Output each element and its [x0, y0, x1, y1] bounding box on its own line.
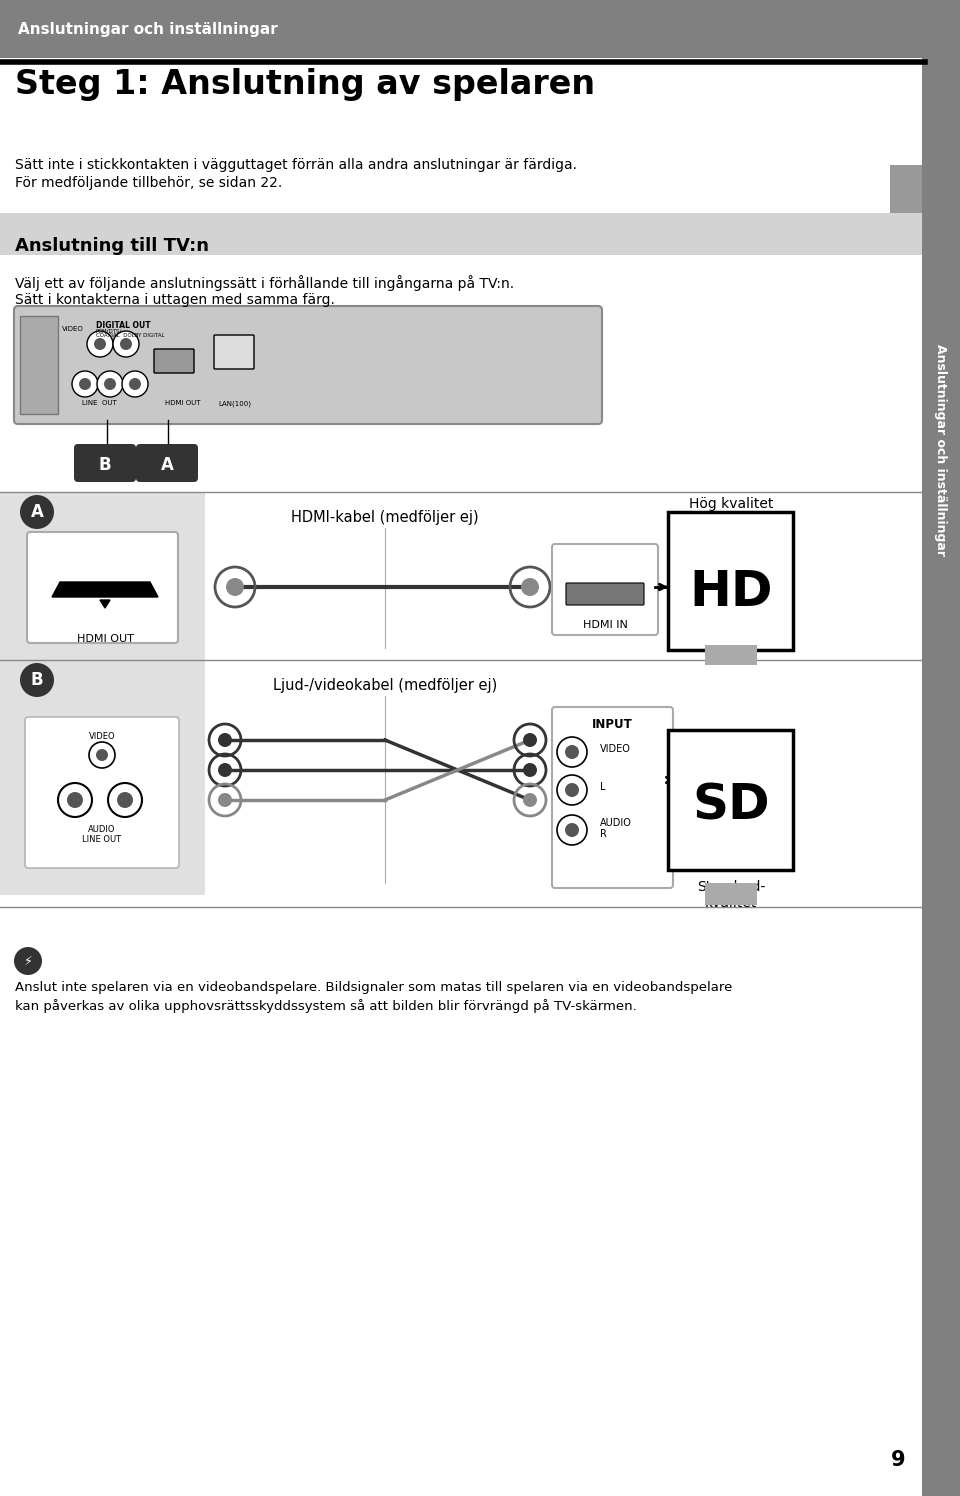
FancyBboxPatch shape [74, 444, 136, 482]
Text: Sätt inte i stickkontakten i vägguttaget förrän alla andra anslutningar är färdi: Sätt inte i stickkontakten i vägguttaget… [15, 159, 577, 172]
Circle shape [108, 782, 142, 817]
FancyBboxPatch shape [566, 583, 644, 604]
Circle shape [79, 378, 91, 390]
FancyBboxPatch shape [0, 0, 925, 58]
Text: HDMI OUT: HDMI OUT [77, 634, 133, 643]
Circle shape [72, 371, 98, 396]
Circle shape [58, 782, 92, 817]
FancyBboxPatch shape [668, 512, 793, 649]
Text: HDMI-kabel (medföljer ej): HDMI-kabel (medföljer ej) [291, 510, 479, 525]
Text: Steg 1: Anslutning av spelaren: Steg 1: Anslutning av spelaren [15, 67, 595, 102]
Circle shape [129, 378, 141, 390]
Text: LINE OUT: LINE OUT [83, 835, 122, 844]
FancyBboxPatch shape [0, 492, 205, 660]
Circle shape [218, 733, 232, 747]
Circle shape [557, 738, 587, 767]
Text: ⚡: ⚡ [24, 954, 33, 968]
Circle shape [557, 775, 587, 805]
Circle shape [521, 577, 539, 595]
Circle shape [523, 733, 537, 747]
Text: Ljud-/videokabel (medföljer ej): Ljud-/videokabel (medföljer ej) [273, 678, 497, 693]
Text: VIDEO: VIDEO [62, 326, 84, 332]
Text: R: R [600, 829, 607, 839]
FancyBboxPatch shape [0, 212, 922, 254]
FancyBboxPatch shape [14, 307, 602, 423]
Text: L: L [600, 782, 606, 791]
Circle shape [89, 742, 115, 767]
FancyBboxPatch shape [27, 533, 178, 643]
FancyBboxPatch shape [705, 645, 757, 666]
FancyBboxPatch shape [20, 316, 58, 414]
Text: AUDIO: AUDIO [600, 818, 632, 827]
Text: Sätt i kontakterna i uttagen med samma färg.: Sätt i kontakterna i uttagen med samma f… [15, 293, 335, 307]
Circle shape [104, 378, 116, 390]
Circle shape [67, 791, 83, 808]
Text: HDMI IN: HDMI IN [583, 619, 628, 630]
Circle shape [96, 749, 108, 761]
Text: AUDIO: AUDIO [88, 824, 116, 833]
Polygon shape [52, 582, 158, 597]
Circle shape [20, 663, 54, 697]
Circle shape [94, 338, 106, 350]
Text: Standard-
kvalitet: Standard- kvalitet [697, 880, 765, 910]
Text: Välj ett av följande anslutningssätt i förhållande till ingångarna på TV:n.: Välj ett av följande anslutningssätt i f… [15, 275, 515, 290]
Text: INPUT: INPUT [591, 718, 633, 732]
Text: HDMI OUT: HDMI OUT [165, 399, 201, 405]
Text: LAN(100): LAN(100) [218, 399, 251, 407]
FancyBboxPatch shape [922, 0, 960, 1496]
Text: Anslutning till TV:n: Anslutning till TV:n [15, 236, 209, 254]
FancyBboxPatch shape [668, 730, 793, 871]
Circle shape [87, 331, 113, 358]
Text: A: A [31, 503, 43, 521]
Circle shape [523, 763, 537, 776]
Text: Anslutningar och inställningar: Anslutningar och inställningar [934, 344, 948, 557]
Text: A: A [160, 456, 174, 474]
Text: Anslut inte spelaren via en videobandspelare. Bildsignaler som matas till spelar: Anslut inte spelaren via en videobandspe… [15, 981, 732, 993]
Text: VIDEO: VIDEO [600, 744, 631, 754]
Text: DIGITAL OUT: DIGITAL OUT [96, 322, 151, 331]
Circle shape [113, 331, 139, 358]
Circle shape [14, 947, 42, 975]
Text: Anslutningar och inställningar: Anslutningar och inställningar [18, 21, 277, 36]
Circle shape [218, 763, 232, 776]
FancyBboxPatch shape [552, 545, 658, 634]
Text: PCM/DTS/: PCM/DTS/ [96, 328, 122, 334]
Text: 9: 9 [890, 1450, 905, 1471]
Text: Hög kvalitet: Hög kvalitet [689, 497, 773, 512]
Circle shape [565, 823, 579, 836]
FancyBboxPatch shape [214, 335, 254, 370]
Text: VIDEO: VIDEO [88, 732, 115, 741]
Circle shape [226, 577, 244, 595]
FancyBboxPatch shape [25, 717, 179, 868]
Text: LINE  OUT: LINE OUT [82, 399, 117, 405]
Circle shape [20, 495, 54, 530]
Text: För medföljande tillbehör, se sidan 22.: För medföljande tillbehör, se sidan 22. [15, 177, 282, 190]
Polygon shape [100, 600, 110, 607]
Circle shape [117, 791, 133, 808]
FancyBboxPatch shape [552, 708, 673, 889]
Text: HD: HD [689, 568, 773, 616]
Circle shape [523, 793, 537, 806]
FancyBboxPatch shape [0, 660, 205, 895]
Circle shape [565, 782, 579, 797]
Text: B: B [31, 672, 43, 690]
Circle shape [557, 815, 587, 845]
Text: kan påverkas av olika upphovsrättsskyddssystem så att bilden blir förvrängd på T: kan påverkas av olika upphovsrättsskydds… [15, 999, 636, 1013]
Text: COAXIAL  DOLBY DIGITAL: COAXIAL DOLBY DIGITAL [96, 334, 164, 338]
Text: SD: SD [692, 781, 770, 829]
FancyBboxPatch shape [705, 883, 757, 905]
FancyBboxPatch shape [136, 444, 198, 482]
Circle shape [565, 745, 579, 758]
FancyBboxPatch shape [154, 349, 194, 373]
Circle shape [122, 371, 148, 396]
Circle shape [218, 793, 232, 806]
Circle shape [120, 338, 132, 350]
Circle shape [97, 371, 123, 396]
FancyBboxPatch shape [890, 165, 922, 220]
Text: B: B [99, 456, 111, 474]
